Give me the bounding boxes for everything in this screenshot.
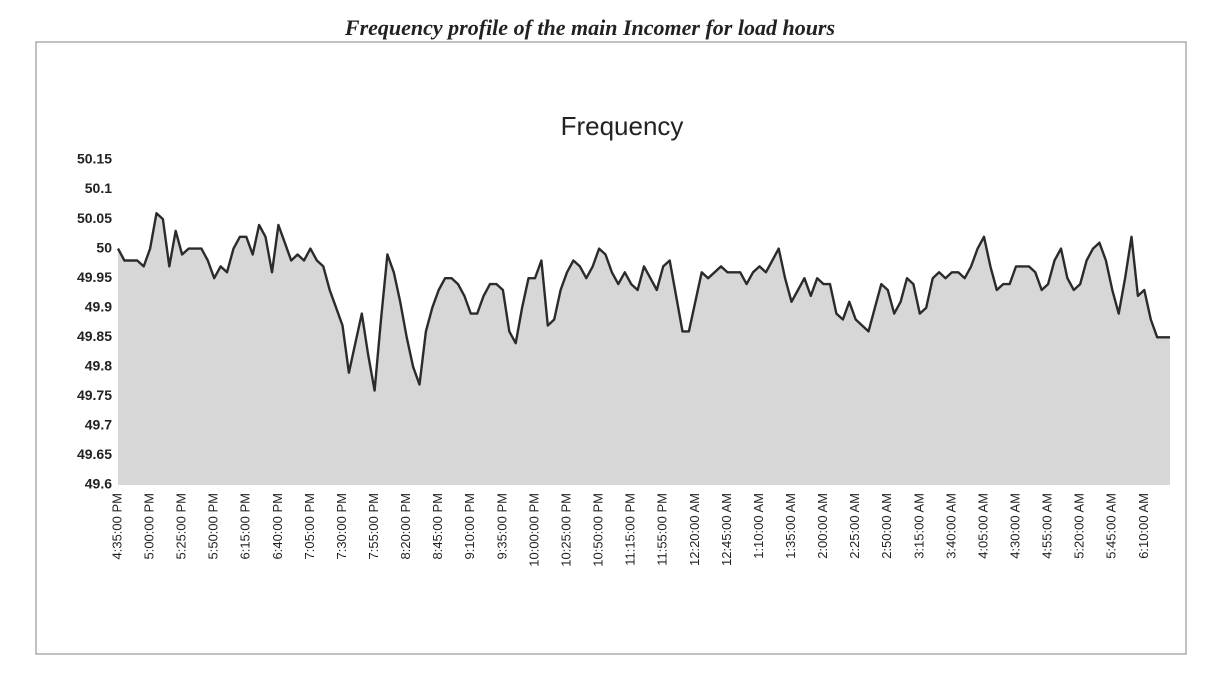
y-tick-label: 49.75 xyxy=(77,387,112,403)
x-tick-label: 5:20:00 AM xyxy=(1072,493,1087,559)
caption: Frequency profile of the main Incomer fo… xyxy=(344,15,835,40)
x-tick-label: 7:05:00 PM xyxy=(302,493,317,560)
x-tick-label: 4:30:00 AM xyxy=(1007,493,1022,559)
x-tick-label: 5:50:00 PM xyxy=(206,493,221,560)
y-tick-label: 49.7 xyxy=(85,417,112,433)
x-tick-label: 6:40:00 PM xyxy=(270,493,285,560)
x-tick-label: 3:40:00 AM xyxy=(943,493,958,559)
x-tick-label: 7:55:00 PM xyxy=(366,493,381,560)
y-tick-label: 50.1 xyxy=(85,180,112,196)
x-tick-label: 1:10:00 AM xyxy=(751,493,766,559)
line xyxy=(116,212,1170,392)
x-tick-label: 11:15:00 PM xyxy=(623,493,638,566)
x-tick-label: 2:00:00 AM xyxy=(815,493,830,559)
x-tick-label: 4:05:00 AM xyxy=(975,493,990,559)
x-tick-label: 1:35:00 AM xyxy=(783,493,798,559)
y-tick-label: 49.65 xyxy=(77,446,112,462)
x-tick-label: 8:45:00 PM xyxy=(430,493,445,560)
x-tick-label: 2:50:00 AM xyxy=(879,493,894,559)
chart-title: Frequency xyxy=(561,111,684,141)
y-tick-label: 50 xyxy=(96,239,112,255)
area xyxy=(118,213,1170,485)
y-tick-label: 49.95 xyxy=(77,269,112,285)
chart-frame xyxy=(35,41,1187,655)
y-tick-label: 50.05 xyxy=(77,210,112,226)
y-tick-label: 49.6 xyxy=(85,476,112,492)
x-tick-label: 12:45:00 AM xyxy=(719,493,734,566)
x-tick-label: 7:30:00 PM xyxy=(334,493,349,560)
x-tick-label: 4:55:00 AM xyxy=(1040,493,1055,559)
x-tick-label: 4:35:00 PM xyxy=(109,493,124,560)
x-tick-label: 5:25:00 PM xyxy=(174,493,189,560)
y-tick-label: 49.9 xyxy=(85,298,112,314)
x-tick-label: 5:45:00 AM xyxy=(1104,493,1119,559)
y-tick-label: 49.85 xyxy=(77,328,112,344)
x-tick-label: 10:25:00 PM xyxy=(558,493,573,567)
x-tick-label: 10:50:00 PM xyxy=(591,493,606,567)
y-tick-label: 49.8 xyxy=(85,358,112,374)
x-tick-label: 5:00:00 PM xyxy=(142,493,157,560)
x-tick-label: 12:20:00 AM xyxy=(687,493,702,566)
x-tick-label: 6:15:00 PM xyxy=(238,493,253,560)
y-tick-label: 50.15 xyxy=(77,151,112,167)
x-tick-label: 9:10:00 PM xyxy=(462,493,477,560)
x-tick-label: 9:35:00 PM xyxy=(494,493,509,560)
x-tick-label: 10:00:00 PM xyxy=(526,493,541,567)
x-tick-label: 2:25:00 AM xyxy=(847,493,862,559)
x-tick-label: 8:20:00 PM xyxy=(398,493,413,560)
x-tick-label: 3:15:00 AM xyxy=(911,493,926,559)
x-tick-label: 11:55:00 PM xyxy=(655,493,670,566)
x-tick-label: 6:10:00 AM xyxy=(1136,493,1151,559)
